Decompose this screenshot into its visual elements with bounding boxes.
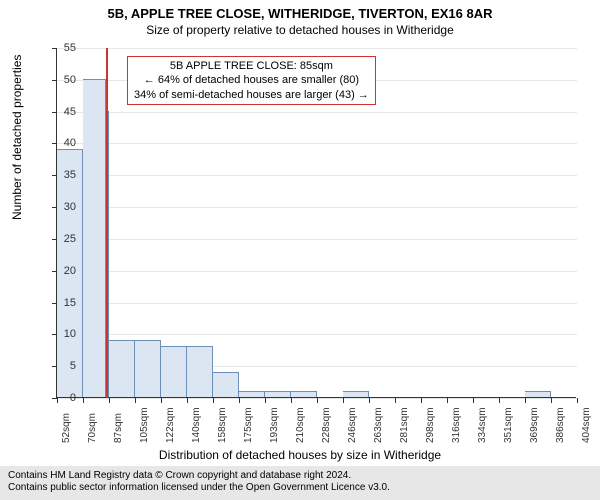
x-tick [343,398,344,403]
x-tick-label: 122sqm [165,407,176,443]
chart-subtitle: Size of property relative to detached ho… [0,21,600,37]
x-tick-label: 369sqm [529,407,540,443]
chart-container: 5B, APPLE TREE CLOSE, WITHERIDGE, TIVERT… [0,0,600,500]
x-tick-label: 334sqm [477,407,488,443]
x-tick [239,398,240,403]
footer-line2: Contains public sector information licen… [8,482,592,494]
x-tick [83,398,84,403]
histogram-bar [239,391,265,397]
x-tick-label: 193sqm [269,407,280,443]
footer: Contains HM Land Registry data © Crown c… [0,466,600,500]
x-tick-label: 316sqm [451,407,462,443]
x-tick [317,398,318,403]
y-tick-label: 15 [46,297,76,309]
x-tick-label: 87sqm [113,413,124,443]
histogram-bar [83,79,106,397]
gridline [57,334,577,335]
x-tick [161,398,162,403]
y-tick-label: 25 [46,233,76,245]
footer-line1: Contains HM Land Registry data © Crown c… [8,470,592,482]
y-tick-label: 55 [46,42,76,54]
x-tick [577,398,578,403]
x-tick [447,398,448,403]
gridline [57,143,577,144]
x-tick-label: 281sqm [399,407,410,443]
x-tick-label: 263sqm [373,407,384,443]
x-tick-label: 298sqm [425,407,436,443]
y-tick-label: 0 [46,392,76,404]
x-tick-label: 140sqm [191,407,202,443]
x-tick [213,398,214,403]
x-tick-label: 246sqm [347,407,358,443]
histogram-bar [187,346,213,397]
x-tick-label: 404sqm [581,407,592,443]
chart-title: 5B, APPLE TREE CLOSE, WITHERIDGE, TIVERT… [0,0,600,21]
histogram-bar [291,391,317,397]
gridline [57,112,577,113]
x-tick-label: 351sqm [503,407,514,443]
x-tick [369,398,370,403]
y-tick-label: 50 [46,74,76,86]
y-axis-label: Number of detached properties [10,55,24,220]
x-tick [187,398,188,403]
y-tick-label: 30 [46,201,76,213]
y-tick-label: 45 [46,106,76,118]
x-tick-label: 386sqm [555,407,566,443]
annotation-box: 5B APPLE TREE CLOSE: 85sqm← 64% of detac… [127,56,376,105]
y-tick-label: 35 [46,169,76,181]
gridline [57,271,577,272]
histogram-bar [265,391,291,397]
gridline [57,48,577,49]
x-tick-label: 70sqm [87,413,98,443]
histogram-bar [525,391,551,397]
y-tick-label: 40 [46,137,76,149]
x-tick [525,398,526,403]
x-tick [109,398,110,403]
y-tick-label: 5 [46,360,76,372]
x-tick [135,398,136,403]
x-tick [291,398,292,403]
histogram-bar [213,372,239,397]
annotation-line2: ← 64% of detached houses are smaller (80… [134,73,369,87]
plot: 52sqm70sqm87sqm105sqm122sqm140sqm158sqm1… [56,48,576,398]
histogram-bar [343,391,369,397]
x-tick [499,398,500,403]
property-marker-line [106,48,108,398]
gridline [57,207,577,208]
x-tick-label: 228sqm [321,407,332,443]
x-tick [551,398,552,403]
x-tick [473,398,474,403]
x-tick [421,398,422,403]
histogram-bar [135,340,161,397]
x-tick-label: 52sqm [61,413,72,443]
annotation-line3: 34% of semi-detached houses are larger (… [134,88,369,102]
y-tick-label: 10 [46,328,76,340]
gridline [57,239,577,240]
annotation-line1: 5B APPLE TREE CLOSE: 85sqm [134,59,369,73]
gridline [57,303,577,304]
x-axis-label: Distribution of detached houses by size … [0,448,600,462]
x-tick-label: 210sqm [295,407,306,443]
histogram-bar [109,340,135,397]
gridline [57,175,577,176]
x-tick [265,398,266,403]
histogram-bar [161,346,187,397]
x-tick-label: 158sqm [217,407,228,443]
x-tick-label: 175sqm [243,407,254,443]
x-tick-label: 105sqm [139,407,150,443]
plot-area: 52sqm70sqm87sqm105sqm122sqm140sqm158sqm1… [56,48,576,398]
x-tick [395,398,396,403]
y-tick-label: 20 [46,265,76,277]
